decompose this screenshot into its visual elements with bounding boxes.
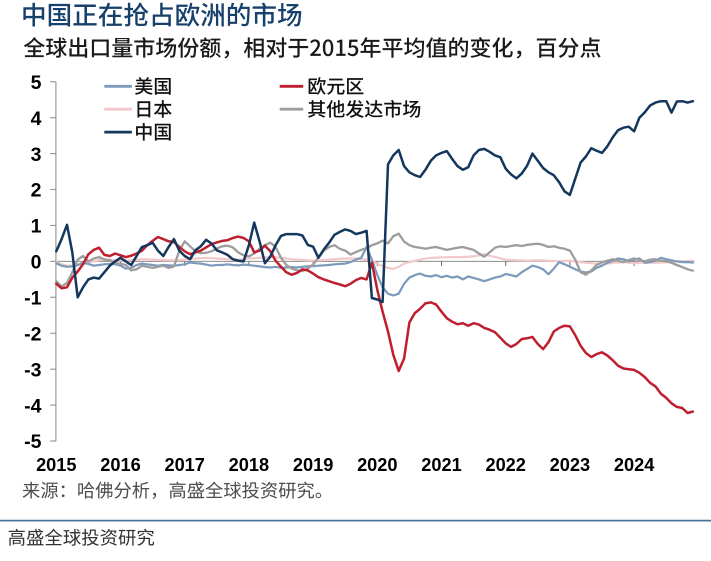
svg-text:0: 0: [31, 252, 42, 274]
svg-text:2024: 2024: [614, 455, 655, 475]
svg-text:-1: -1: [24, 288, 41, 310]
svg-text:2019: 2019: [293, 455, 333, 475]
svg-text:2018: 2018: [229, 455, 269, 475]
svg-text:2020: 2020: [357, 455, 397, 475]
svg-text:3: 3: [31, 144, 42, 166]
svg-text:4: 4: [31, 108, 42, 130]
svg-text:2015: 2015: [36, 455, 76, 475]
svg-text:-2: -2: [24, 324, 41, 346]
svg-text:1: 1: [31, 216, 42, 238]
svg-text:2022: 2022: [485, 455, 525, 475]
svg-text:2016: 2016: [100, 455, 140, 475]
svg-text:2021: 2021: [421, 455, 461, 475]
svg-text:2: 2: [31, 180, 42, 202]
svg-text:2023: 2023: [550, 455, 590, 475]
svg-text:5: 5: [31, 72, 42, 94]
svg-text:-5: -5: [24, 431, 41, 453]
svg-text:2017: 2017: [164, 455, 204, 475]
svg-text:-3: -3: [24, 359, 41, 381]
svg-text:-4: -4: [24, 395, 41, 417]
